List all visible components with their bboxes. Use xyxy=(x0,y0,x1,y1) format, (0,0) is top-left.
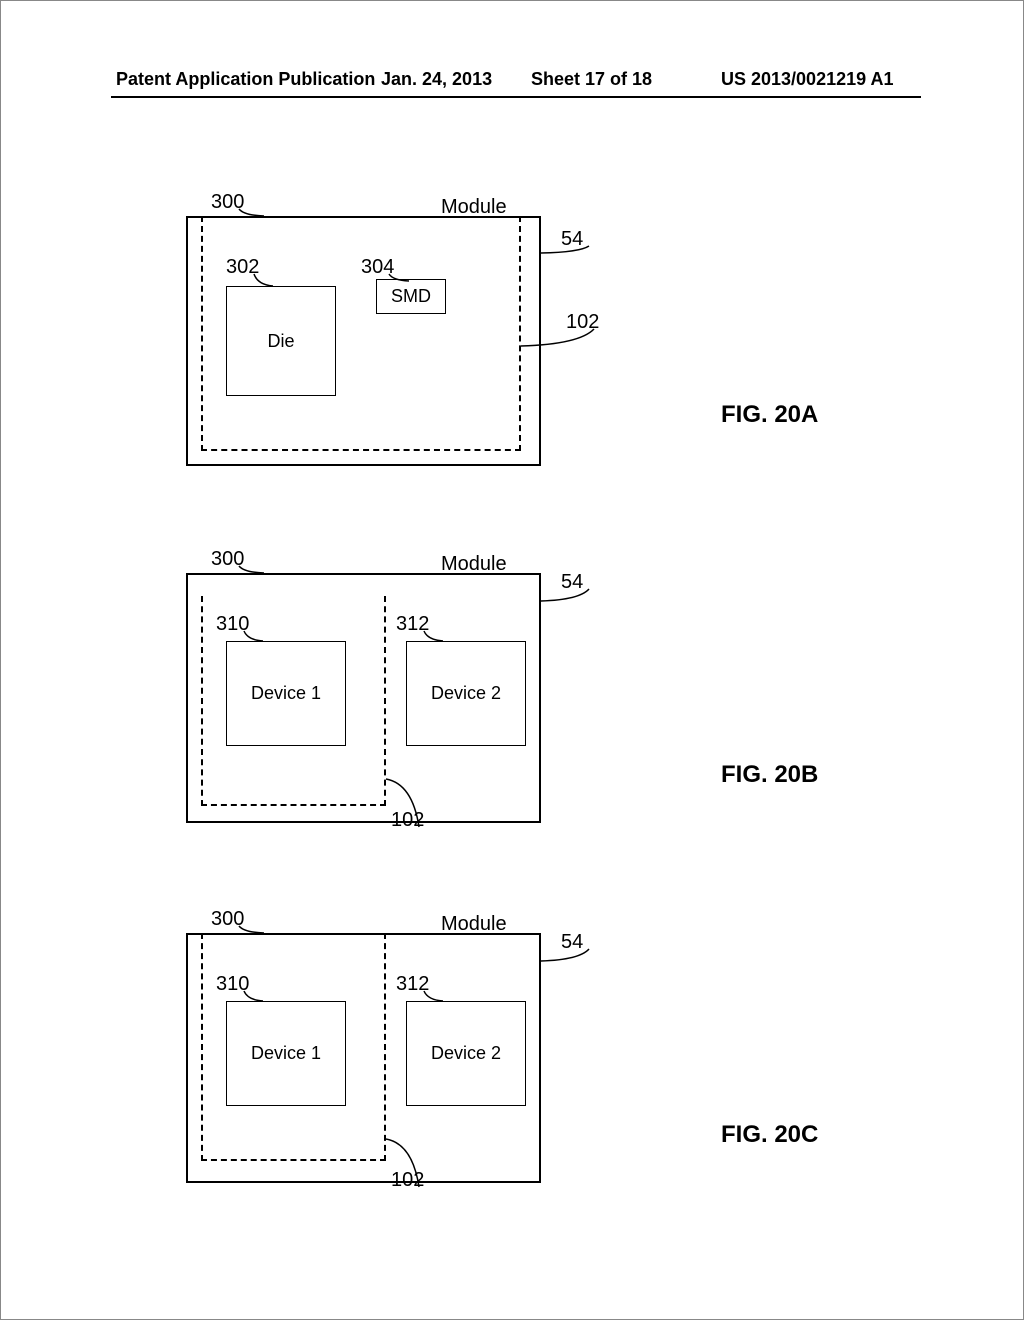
header-pubno: US 2013/0021219 A1 xyxy=(721,69,893,90)
header-sheet: Sheet 17 of 18 xyxy=(531,69,652,90)
header-left: Patent Application Publication xyxy=(116,69,375,90)
figure-label-B: FIG. 20B xyxy=(721,761,818,789)
header-date: Jan. 24, 2013 xyxy=(381,69,492,90)
figure-label-A: FIG. 20A xyxy=(721,401,818,429)
device2-box-B: Device 2 xyxy=(406,641,526,746)
page: Patent Application Publication Jan. 24, … xyxy=(0,0,1024,1320)
die-box-A: Die xyxy=(226,286,336,396)
device1-box-B: Device 1 xyxy=(226,641,346,746)
header-rule xyxy=(111,96,921,98)
device1-box-C: Device 1 xyxy=(226,1001,346,1106)
device2-box-C: Device 2 xyxy=(406,1001,526,1106)
figure-label-C: FIG. 20C xyxy=(721,1121,818,1149)
